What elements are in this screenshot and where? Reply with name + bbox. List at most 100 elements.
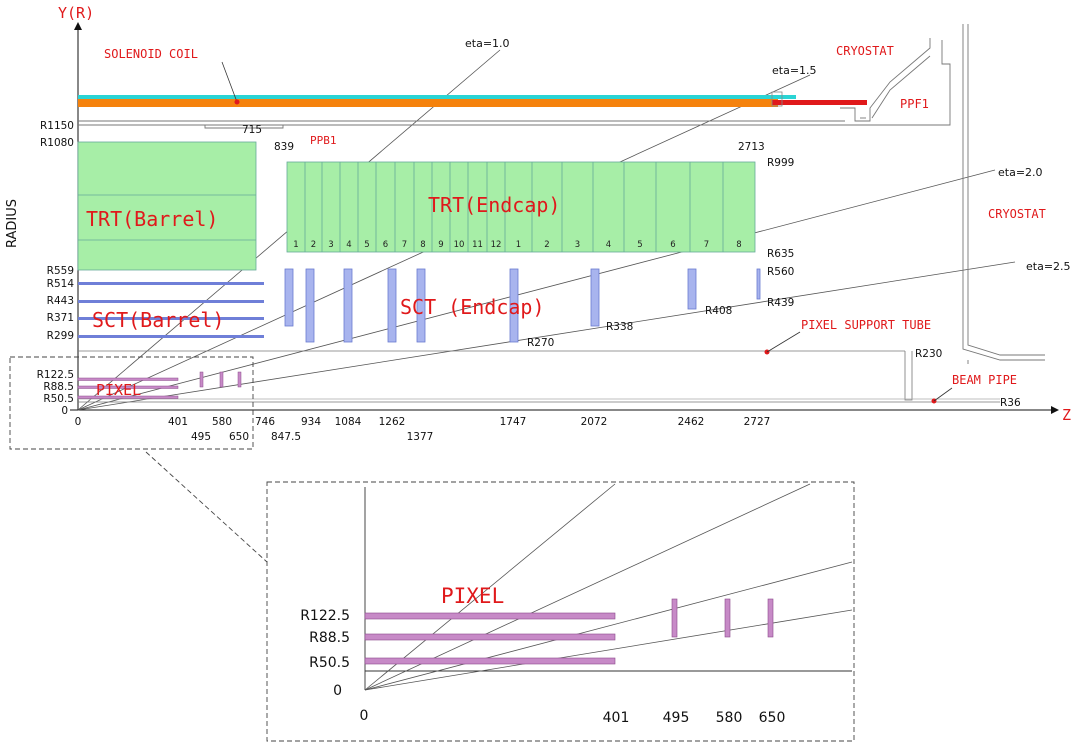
trt-module-number: 1 [516, 240, 521, 250]
trt-module-number: 8 [420, 240, 425, 250]
z-label: 2072 [581, 416, 608, 428]
zoom-pixel-layer-88 [364, 633, 616, 641]
trt-module-number: 6 [670, 240, 675, 250]
eta-label-1-5: eta=1.5 [772, 64, 817, 77]
zoom-r-label: R88.5 [309, 630, 350, 646]
r-label: R1150 [40, 120, 74, 132]
zoom-pixel-disk-495 [671, 598, 678, 638]
zoom-source-box [9, 356, 254, 450]
zoom-pixel-label: PIXEL [441, 584, 504, 608]
sct-disk-7 [590, 268, 600, 327]
trt-module-number: 12 [491, 240, 502, 250]
pixel-label: PIXEL [96, 381, 141, 399]
trt-module-number: 10 [454, 240, 465, 250]
solenoid-red-end [772, 100, 867, 105]
solenoid-dot [234, 99, 240, 105]
trt-module-number: 1 [293, 240, 298, 250]
trt-barrel-label: TRT(Barrel) [86, 207, 218, 231]
zoom-z-label: 401 [603, 710, 630, 726]
r-label: R514 [47, 278, 75, 290]
sct-barrel [78, 282, 264, 338]
ppb1-label: PPB1 [310, 134, 337, 147]
r-label: R299 [47, 330, 74, 342]
z-label: 1747 [500, 416, 527, 428]
trt-module-number: 3 [328, 240, 333, 250]
beam-pipe-label: BEAM PIPE [952, 373, 1017, 387]
z-label: 715 [242, 124, 262, 136]
z-label: 839 [274, 141, 294, 153]
sct-barrel-layer-443 [78, 300, 264, 303]
zoom-r-label: R122.5 [300, 608, 350, 624]
solenoid-cyan [78, 95, 796, 99]
solenoid-orange [78, 99, 778, 107]
sct-disk-9 [756, 268, 761, 300]
trt-module-number: 5 [364, 240, 369, 250]
r-label: R270 [527, 337, 554, 349]
z-label: 934 [301, 416, 321, 428]
pixel-main [77, 371, 242, 399]
eta-label-2-0: eta=2.0 [998, 166, 1043, 179]
pst-end [904, 351, 913, 401]
trt-module-number: 2 [544, 240, 549, 250]
sct-disk-8 [687, 268, 697, 310]
solenoid-label: SOLENOID COIL [104, 47, 198, 61]
sct-disk-3 [343, 268, 353, 343]
r-label: R50.5 [43, 393, 74, 405]
r-label: 0 [61, 405, 68, 417]
y-axis-label: Y(R) [58, 4, 94, 22]
sct-disk-1 [284, 268, 294, 327]
r-label: R559 [47, 265, 74, 277]
trt-module-number: 5 [637, 240, 642, 250]
r-label: R999 [767, 157, 794, 169]
r-label: R439 [767, 297, 794, 309]
z-label: 0 [75, 416, 82, 428]
trt-module-number: 6 [383, 240, 388, 250]
sct-barrel-layer-299 [78, 335, 264, 338]
cryostat-right-label: CRYOSTAT [988, 207, 1046, 221]
pixel-support-label: PIXEL SUPPORT TUBE [801, 318, 931, 332]
z-label: 401 [168, 416, 188, 428]
zoom-z-label: 495 [663, 710, 690, 726]
zoom-z-label: 0 [360, 708, 369, 724]
trt-module-number: 9 [438, 240, 443, 250]
z-axis-label: Z [1062, 406, 1071, 424]
zoom-pixel-disk-580 [724, 598, 731, 638]
cryostat-top-label: CRYOSTAT [836, 44, 894, 58]
r-label: R408 [705, 305, 732, 317]
z-label: 1084 [335, 416, 362, 428]
trt-endcap-label: TRT(Endcap) [428, 193, 560, 217]
zoom-pixel-disk-650 [767, 598, 774, 638]
ppf1-label: PPF1 [900, 97, 929, 111]
sct-disk-6 [509, 268, 519, 343]
z-label: 1262 [379, 416, 406, 428]
trt-module-number: 4 [606, 240, 611, 250]
r-label: R371 [47, 312, 74, 324]
eta-label-2-5: eta=2.5 [1026, 260, 1071, 273]
r-label: R635 [767, 248, 794, 260]
trt-module-number: 4 [346, 240, 351, 250]
z-numbers: 715 839 2713 0 401 580 746 934 1084 1262… [75, 124, 771, 443]
r-label: R1080 [40, 137, 74, 149]
sct-barrel-layer-514 [78, 282, 264, 285]
z-label: 2462 [678, 416, 705, 428]
eta-line-2-0 [77, 169, 996, 411]
trt-module-number: 11 [472, 240, 483, 250]
z-label: 495 [191, 431, 211, 443]
pixel-zoom-inset: PIXEL R122.5 R88.5 R50.5 0 0 401 495 580… [266, 481, 855, 742]
zoom-pixel-layer-122 [364, 612, 616, 620]
radius-labels-right: R999 R635 R560 R439 R408 R338 R270 R230 … [527, 157, 1021, 409]
radius-label: RADIUS [5, 199, 20, 248]
trt-module-number: 7 [704, 240, 709, 250]
radius-labels-left: R1150 R1080 R559 R514 R443 R371 R299 R12… [37, 120, 75, 417]
trt-module-number: 7 [402, 240, 407, 250]
r-label: R230 [915, 348, 942, 360]
zoom-box [266, 481, 855, 742]
sct-disk-4 [387, 268, 397, 343]
r-label: R560 [767, 266, 794, 278]
sct-barrel-layer-371 [78, 317, 264, 320]
r-label: R36 [1000, 397, 1021, 409]
cryostat-outline [78, 24, 1045, 364]
z-label: 580 [212, 416, 232, 428]
sct-endcap-label: SCT (Endcap) [400, 295, 545, 319]
